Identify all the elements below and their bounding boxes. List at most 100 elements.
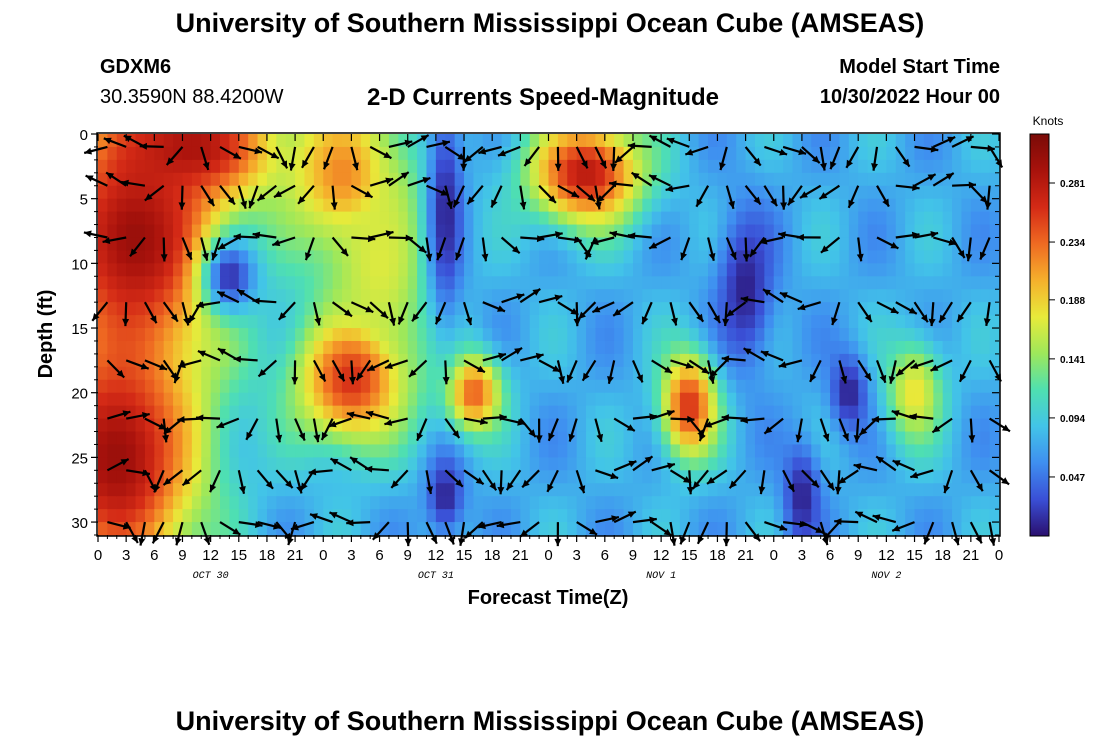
heatmap-cell: [285, 457, 296, 471]
heatmap-cell: [520, 198, 531, 213]
heatmap-cell: [970, 159, 981, 174]
heatmap-cell: [379, 509, 390, 523]
heatmap-cell: [304, 418, 315, 433]
current-vector: [857, 359, 873, 382]
heatmap-cell: [586, 250, 597, 264]
heatmap-cell: [876, 340, 887, 355]
heatmap-cell: [107, 483, 118, 497]
heatmap-cell: [407, 522, 418, 536]
heatmap-cell: [473, 470, 484, 484]
heatmap-cell: [858, 392, 869, 407]
heatmap-cell: [604, 496, 615, 510]
heatmap-cell: [126, 159, 137, 174]
heatmap-cell: [201, 470, 212, 484]
heatmap-cell: [435, 237, 446, 252]
heatmap-cell: [454, 483, 465, 497]
heatmap-cell: [642, 302, 653, 316]
heatmap-cell: [670, 237, 681, 252]
heatmap-cell: [238, 146, 249, 161]
heatmap-cell: [464, 470, 475, 484]
heatmap-cell: [191, 159, 202, 174]
heatmap-cell: [435, 509, 446, 523]
heatmap-cell: [473, 405, 484, 420]
heatmap-cell: [811, 276, 822, 290]
heatmap-cell: [820, 263, 831, 277]
heatmap-cell: [238, 457, 249, 471]
heatmap-cell: [295, 185, 306, 200]
heatmap-cell: [708, 211, 719, 226]
heatmap-cell: [745, 211, 756, 226]
heatmap-cell: [754, 328, 765, 342]
heatmap-cell: [548, 159, 559, 174]
heatmap-cell: [332, 302, 343, 316]
heatmap-cell: [154, 509, 165, 523]
heatmap-cell: [323, 172, 334, 187]
heatmap-cell: [482, 263, 493, 277]
heatmap-cell: [407, 198, 418, 213]
heatmap-cell: [276, 224, 287, 239]
y-axis-label: Depth (ft): [35, 290, 57, 379]
heatmap-cell: [548, 224, 559, 239]
heatmap-cell: [830, 263, 841, 277]
heatmap-cell: [679, 263, 690, 277]
heatmap-cell: [783, 211, 794, 226]
heatmap-cell: [989, 444, 1000, 458]
heatmap-cell: [839, 457, 850, 471]
heatmap-cell: [604, 302, 615, 316]
heatmap-cell: [163, 340, 174, 355]
heatmap-cell: [417, 418, 428, 433]
heatmap-cell: [238, 392, 249, 407]
current-vector: [408, 359, 428, 378]
heatmap-cell: [370, 457, 381, 471]
heatmap-cell: [661, 522, 672, 536]
heatmap-cell: [482, 353, 493, 368]
heatmap-cell: [567, 509, 578, 523]
heatmap-cell: [557, 289, 568, 303]
heatmap-cell: [116, 211, 127, 226]
current-vector: [369, 177, 394, 187]
heatmap-cell: [567, 328, 578, 342]
heatmap-cell: [933, 276, 944, 290]
heatmap-cell: [510, 405, 521, 420]
heatmap-cell: [539, 146, 550, 161]
heatmap-cell: [567, 146, 578, 161]
heatmap-cell: [163, 250, 174, 264]
heatmap-cell: [886, 276, 897, 290]
current-vector: [958, 359, 972, 383]
heatmap-cell: [445, 250, 456, 264]
heatmap-cell: [360, 328, 371, 342]
heatmap-cell: [661, 444, 672, 458]
heatmap-cell: [482, 185, 493, 200]
heatmap-cell: [764, 353, 775, 368]
heatmap-cell: [905, 509, 916, 523]
heatmap-cell: [248, 250, 259, 264]
heatmap-cell: [811, 379, 822, 394]
heatmap-cell: [689, 315, 700, 329]
heatmap-cell: [144, 237, 155, 252]
heatmap-cell: [989, 134, 1000, 148]
heatmap-cell: [961, 315, 972, 329]
heatmap-cell: [248, 366, 259, 381]
heatmap-cell: [970, 224, 981, 239]
heatmap-cell: [708, 418, 719, 433]
heatmap-cell: [473, 250, 484, 264]
heatmap-cell: [839, 172, 850, 187]
heatmap-cell: [154, 134, 165, 148]
heatmap-cell: [567, 302, 578, 316]
heatmap-cell: [398, 289, 409, 303]
heatmap-cell: [708, 379, 719, 394]
current-vector: [575, 469, 586, 494]
heatmap-cell: [426, 172, 437, 187]
current-vector: [595, 515, 620, 524]
heatmap-cell: [220, 159, 230, 174]
heatmap-cell: [867, 172, 878, 187]
heatmap-cell: [304, 134, 315, 148]
heatmap-cell: [445, 315, 456, 329]
current-vector: [434, 301, 447, 325]
heatmap-cell: [642, 340, 653, 355]
heatmap-cell: [473, 237, 484, 252]
heatmap-cell: [426, 522, 437, 536]
heatmap-cell: [482, 237, 493, 252]
heatmap-cell: [248, 483, 259, 497]
heatmap-cell: [332, 340, 343, 355]
